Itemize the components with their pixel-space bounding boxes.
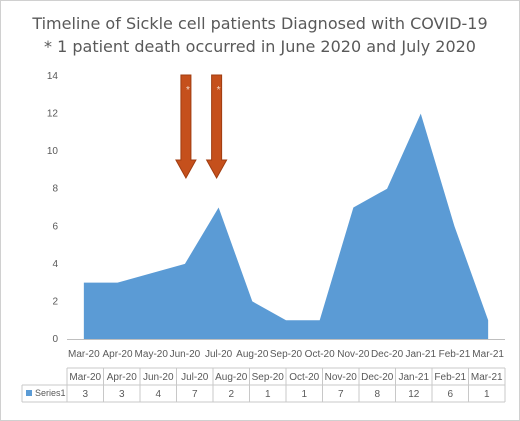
x-tick-label: Sep-20	[270, 349, 303, 360]
y-tick-label: 8	[52, 184, 58, 195]
chart-subtitle: * 1 patient death occurred in June 2020 …	[44, 37, 476, 56]
x-tick-label: Mar-20	[68, 349, 100, 360]
y-tick-label: 14	[47, 71, 59, 82]
y-tick-label: 6	[52, 221, 58, 232]
table-header-cell: Oct-20	[289, 372, 319, 383]
table-value-cell: 1	[301, 389, 307, 400]
annotation-asterisk: *	[217, 85, 221, 96]
table-value-cell: 6	[447, 389, 453, 400]
annotation-arrow	[175, 74, 197, 180]
x-tick-label: Aug-20	[236, 349, 269, 360]
table-header-cell: Nov-20	[325, 372, 358, 383]
table-header-cell: Jun-20	[143, 372, 174, 383]
table-value-cell: 2	[228, 389, 234, 400]
table-value-cell: 8	[374, 389, 380, 400]
table-value-cell: 1	[265, 389, 271, 400]
table-value-cell: 1	[484, 389, 490, 400]
table-value-cell: 12	[408, 389, 420, 400]
table-value-cell: 7	[192, 389, 198, 400]
legend-label: Series1	[35, 388, 66, 398]
table-header-cell: Mar-20	[69, 372, 101, 383]
table-header-cell: Jul-20	[181, 372, 209, 383]
x-tick-label: Oct-20	[305, 349, 335, 360]
table-header-cell: Sep-20	[252, 372, 285, 383]
x-tick-label: Dec-20	[371, 349, 404, 360]
legend-key	[26, 390, 32, 396]
x-tick-label: Jun-20	[170, 349, 201, 360]
table-value-cell: 4	[155, 389, 161, 400]
table-header-cell: Mar-21	[471, 372, 503, 383]
x-tick-label: Mar-21	[472, 349, 504, 360]
x-tick-label: Nov-20	[337, 349, 370, 360]
table-header-cell: Jan-21	[398, 372, 429, 383]
y-tick-label: 12	[47, 109, 59, 120]
table-header-cell: Aug-20	[215, 372, 248, 383]
annotation-asterisk: *	[186, 85, 190, 96]
y-tick-label: 0	[52, 334, 58, 345]
x-tick-label: Jan-21	[405, 349, 436, 360]
x-tick-label: May-20	[135, 349, 169, 360]
annotation-arrow	[205, 74, 228, 180]
table-header-cell: Apr-20	[107, 372, 137, 383]
table-value-cell: 7	[338, 389, 344, 400]
chart-title: Timeline of Sickle cell patients Diagnos…	[32, 14, 488, 33]
table-header-cell: Dec-20	[361, 372, 394, 383]
x-tick-label: Feb-21	[439, 349, 471, 360]
series-area	[83, 113, 489, 339]
table-value-cell: 3	[119, 389, 125, 400]
y-tick-label: 4	[52, 259, 58, 270]
table-value-cell: 3	[82, 389, 88, 400]
table-header-cell: Feb-21	[434, 372, 466, 383]
y-tick-label: 10	[47, 146, 59, 157]
x-tick-label: Jul-20	[205, 349, 233, 360]
x-tick-label: Apr-20	[103, 349, 133, 360]
y-tick-label: 2	[52, 296, 58, 307]
